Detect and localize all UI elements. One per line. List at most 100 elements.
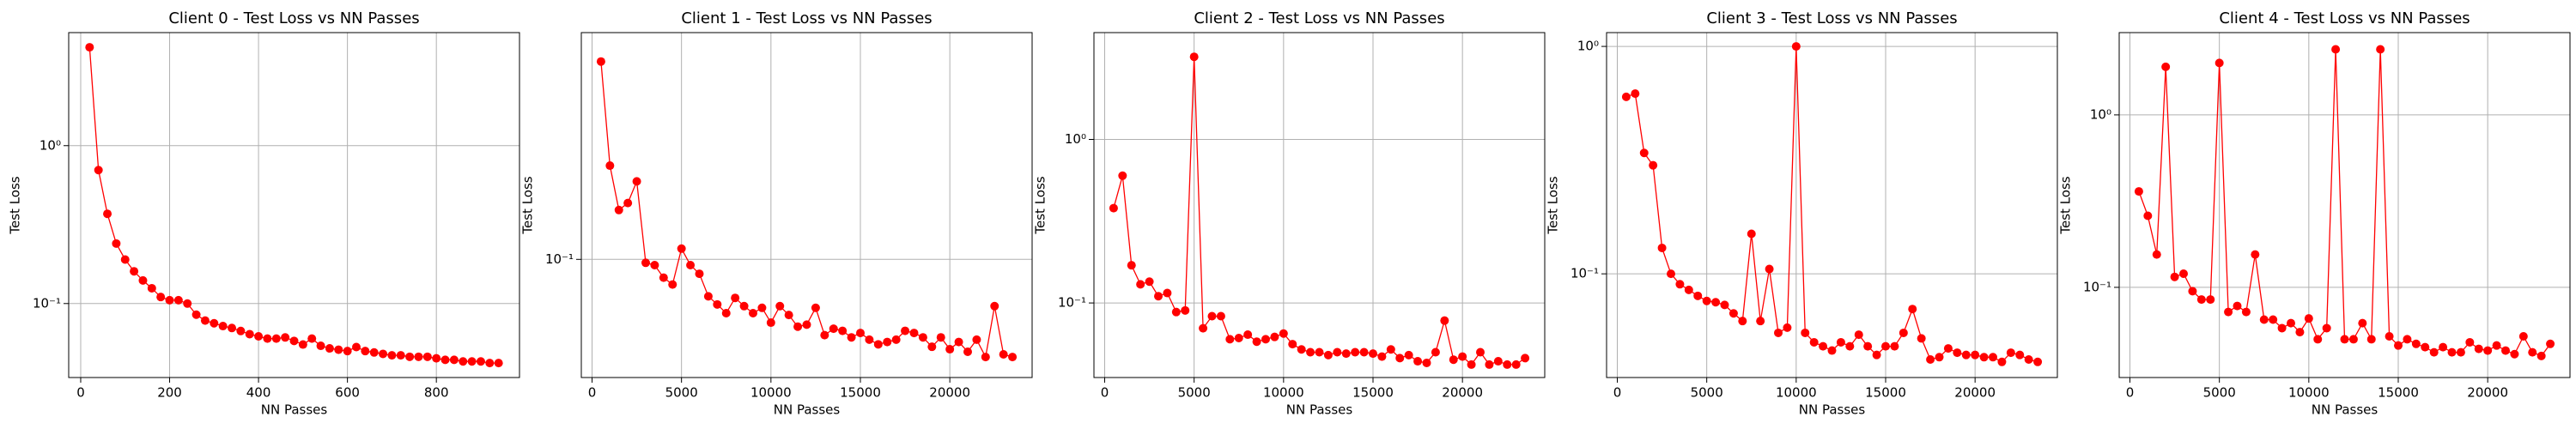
loss-point (713, 299, 722, 309)
y-axis-label: Test Loss (1033, 176, 1048, 234)
loss-point (2287, 318, 2295, 328)
loss-point (1728, 309, 1738, 318)
loss-point (2277, 323, 2287, 333)
loss-point (1827, 346, 1837, 355)
loss-point (1693, 291, 1703, 300)
loss-point (2518, 331, 2528, 341)
loss-point (954, 337, 963, 347)
loss-point (2429, 347, 2439, 357)
loss-point (1288, 340, 1297, 349)
loss-point (605, 161, 615, 171)
loss-point (739, 301, 749, 311)
loss-point (361, 347, 370, 356)
loss-point (1890, 341, 1899, 351)
loss-point (263, 334, 272, 343)
loss-point (963, 347, 972, 356)
plot-frame (2118, 32, 2571, 378)
loss-line (600, 61, 1013, 360)
loss-point (1765, 264, 1774, 274)
loss-point (1315, 347, 1324, 357)
x-tick-label: 5000 (1178, 385, 1211, 401)
loss-point (1377, 352, 1387, 361)
loss-point (2403, 335, 2412, 344)
loss-point (731, 293, 740, 303)
loss-point (1369, 349, 1377, 359)
x-tick-label: 10000 (2288, 385, 2330, 401)
loss-point (289, 336, 299, 346)
y-tick-label: 10⁰ (1065, 131, 1086, 147)
x-tick-label: 10000 (1263, 385, 1304, 401)
x-tick-label: 15000 (840, 385, 881, 401)
plot-frame (580, 32, 1033, 378)
loss-point (94, 166, 103, 175)
loss-point (307, 334, 317, 343)
y-tick-label: 10⁰ (2090, 106, 2111, 122)
loss-point (2510, 349, 2519, 359)
loss-point (281, 333, 290, 342)
loss-point (775, 301, 785, 311)
x-tick-label: 0 (1613, 385, 1622, 401)
loss-point (2447, 347, 2457, 357)
loss-point (873, 340, 883, 349)
loss-point (1404, 350, 1413, 360)
loss-point (2196, 295, 2206, 305)
y-tick-label: 10⁻¹ (545, 251, 574, 267)
y-axis-label: Test Loss (1546, 176, 1561, 234)
loss-point (103, 209, 112, 219)
loss-point (1243, 330, 1253, 340)
loss-point (1720, 300, 1729, 310)
x-tick-label: 15000 (1352, 385, 1394, 401)
chart-title: Client 1 - Test Loss vs NN Passes (681, 9, 932, 27)
loss-point (2546, 339, 2555, 348)
loss-point (1270, 332, 1279, 341)
loss-point (1431, 347, 1440, 357)
loss-point (1476, 347, 1485, 357)
loss-point (1756, 317, 1765, 326)
loss-point (936, 333, 945, 342)
loss-point (883, 337, 892, 347)
loss-point (927, 342, 937, 352)
loss-point (856, 329, 865, 338)
loss-point (369, 347, 379, 357)
loss-point (1306, 347, 1315, 357)
loss-point (2269, 315, 2278, 324)
loss-point (1791, 42, 1801, 51)
x-axis-label: NN Passes (261, 402, 328, 418)
x-tick-label: 0 (76, 385, 85, 401)
loss-point (1783, 323, 1792, 332)
loss-point (865, 335, 874, 344)
loss-point (2465, 337, 2475, 347)
loss-point (1675, 280, 1685, 289)
x-tick-label: 5000 (665, 385, 698, 401)
x-tick-label: 600 (335, 385, 360, 401)
loss-point (2152, 250, 2161, 259)
loss-point (1359, 347, 1369, 357)
loss-point (1154, 292, 1163, 301)
loss-point (2537, 351, 2546, 360)
loss-point (1621, 92, 1631, 101)
loss-point (2474, 344, 2483, 353)
loss-point (766, 318, 775, 328)
x-tick-label: 400 (246, 385, 271, 401)
y-axis-label: Test Loss (520, 176, 536, 234)
x-tick-label: 15000 (1865, 385, 1906, 401)
loss-point (677, 244, 686, 253)
loss-point (1774, 328, 1783, 337)
chart-title: Client 4 - Test Loss vs NN Passes (2219, 9, 2470, 27)
loss-point (422, 352, 432, 361)
loss-point (1503, 360, 1512, 369)
loss-point (1386, 345, 1395, 354)
loss-point (811, 303, 820, 312)
loss-point (999, 349, 1008, 359)
y-tick-label: 10⁻¹ (1058, 295, 1086, 311)
loss-point (1234, 334, 1243, 343)
y-tick-label: 10⁻¹ (1571, 266, 1599, 281)
loss-point (2322, 323, 2331, 333)
loss-point (494, 359, 503, 368)
loss-point (972, 335, 981, 344)
loss-point (1279, 329, 1288, 338)
loss-point (623, 198, 633, 208)
loss-point (1252, 337, 1261, 347)
loss-point (130, 267, 139, 276)
